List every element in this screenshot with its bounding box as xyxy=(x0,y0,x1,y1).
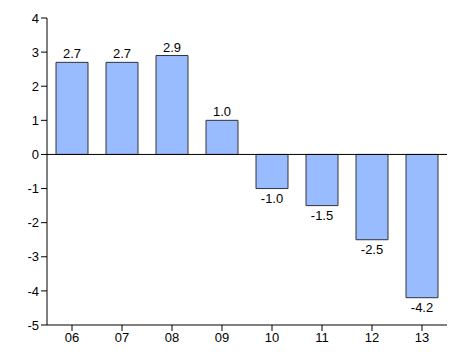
svg-text:11: 11 xyxy=(315,330,329,345)
svg-text:08: 08 xyxy=(165,330,179,345)
svg-text:07: 07 xyxy=(115,330,129,345)
svg-text:2.7: 2.7 xyxy=(63,46,81,61)
svg-text:-4.2: -4.2 xyxy=(411,300,433,315)
svg-text:2: 2 xyxy=(32,79,39,94)
svg-text:2.7: 2.7 xyxy=(113,46,131,61)
svg-text:-2: -2 xyxy=(27,215,39,230)
svg-text:-1.0: -1.0 xyxy=(261,191,283,206)
svg-text:0: 0 xyxy=(32,147,39,162)
svg-text:12: 12 xyxy=(365,330,379,345)
svg-text:3: 3 xyxy=(32,45,39,60)
svg-text:-1: -1 xyxy=(27,181,39,196)
svg-text:-2.5: -2.5 xyxy=(361,242,383,257)
svg-text:1: 1 xyxy=(32,113,39,128)
svg-text:4: 4 xyxy=(32,11,39,26)
svg-text:-1.5: -1.5 xyxy=(311,208,333,223)
svg-text:09: 09 xyxy=(215,330,229,345)
svg-text:13: 13 xyxy=(415,330,429,345)
svg-text:-3: -3 xyxy=(27,249,39,264)
svg-text:06: 06 xyxy=(65,330,79,345)
svg-text:-5: -5 xyxy=(27,318,39,333)
svg-text:-4: -4 xyxy=(27,284,39,299)
svg-text:10: 10 xyxy=(265,330,279,345)
svg-text:1.0: 1.0 xyxy=(213,104,231,119)
svg-text:2.9: 2.9 xyxy=(163,40,181,55)
